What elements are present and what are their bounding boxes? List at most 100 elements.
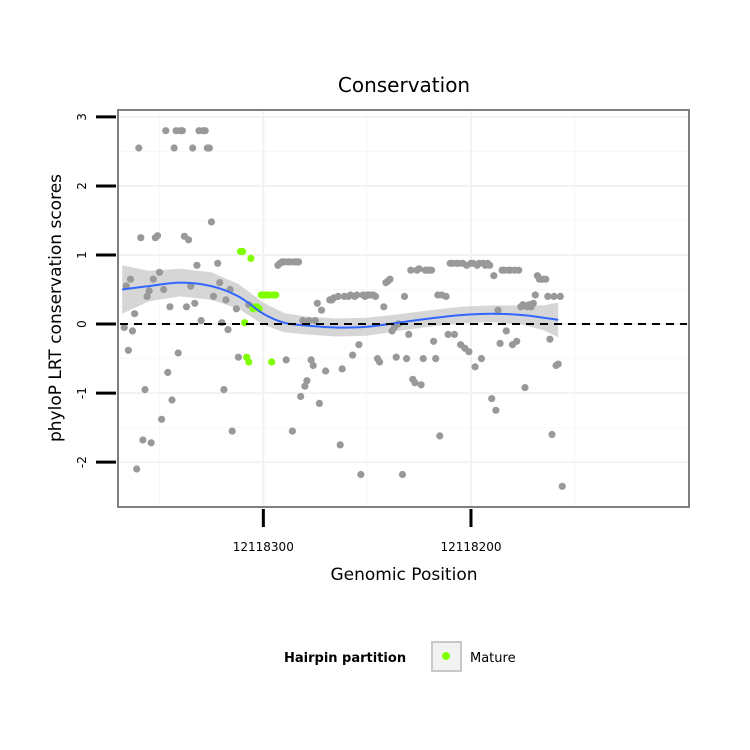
data-point xyxy=(170,144,178,152)
data-point xyxy=(220,386,228,394)
x-axis: 12118300 12118200 xyxy=(233,509,502,554)
data-point xyxy=(376,358,384,366)
data-point xyxy=(417,381,425,389)
data-point xyxy=(488,395,496,403)
data-point xyxy=(415,265,423,273)
y-tick-label: -2 xyxy=(75,456,89,468)
y-axis: 3 2 1 0 -1 -2 xyxy=(75,113,116,468)
data-point xyxy=(153,232,162,240)
data-point xyxy=(490,272,498,280)
data-point xyxy=(139,436,147,444)
data-point xyxy=(224,326,232,334)
data-point xyxy=(430,337,438,345)
data-point xyxy=(496,339,504,347)
data-point-mature xyxy=(239,247,247,256)
data-point xyxy=(141,386,149,394)
data-point xyxy=(158,415,166,423)
data-point xyxy=(197,317,205,325)
confidence-band-area xyxy=(122,265,559,338)
data-point xyxy=(282,356,290,364)
data-point xyxy=(322,367,330,375)
data-point xyxy=(513,337,521,345)
data-point xyxy=(502,327,510,335)
data-point xyxy=(411,379,419,387)
smooth-line xyxy=(122,281,559,329)
data-point xyxy=(521,384,529,392)
data-point xyxy=(299,317,307,325)
data-point xyxy=(133,465,141,473)
data-point xyxy=(531,291,539,299)
data-point xyxy=(228,427,236,435)
data-point xyxy=(145,287,153,295)
data-point xyxy=(432,355,440,363)
data-point xyxy=(529,299,537,307)
y-axis-label: phyloP LRT conservation scores xyxy=(46,174,66,442)
data-point xyxy=(442,292,450,300)
data-point xyxy=(174,349,182,357)
data-point xyxy=(218,319,226,327)
data-point xyxy=(554,360,562,368)
data-point xyxy=(313,299,321,307)
data-point xyxy=(548,430,556,439)
data-point xyxy=(162,127,170,135)
data-point xyxy=(380,303,388,311)
x-tick-label: 12118200 xyxy=(440,540,501,554)
data-point xyxy=(353,291,361,299)
smooth-trend-line xyxy=(122,281,559,329)
data-point xyxy=(120,323,128,332)
data-point xyxy=(386,275,394,283)
data-point xyxy=(207,218,215,226)
data-point xyxy=(160,285,168,294)
data-point xyxy=(515,266,523,274)
data-point xyxy=(550,292,558,300)
data-point xyxy=(492,406,500,414)
data-point xyxy=(301,382,309,390)
y-tick-label: 2 xyxy=(75,182,89,190)
data-point-mature xyxy=(245,358,253,366)
y-tick-label: 3 xyxy=(75,113,89,121)
data-point xyxy=(164,368,172,376)
data-point xyxy=(126,275,135,283)
data-point xyxy=(465,348,473,356)
y-tick-label: -1 xyxy=(75,387,89,399)
data-point xyxy=(214,259,222,267)
data-point xyxy=(193,261,201,269)
data-point xyxy=(558,482,566,490)
data-point xyxy=(135,144,143,152)
data-point xyxy=(334,292,342,300)
data-point xyxy=(131,310,139,318)
legend: Hairpin partition Mature xyxy=(284,641,516,672)
data-point xyxy=(178,127,186,135)
data-point xyxy=(436,432,444,440)
data-point xyxy=(355,341,363,349)
data-point xyxy=(234,353,242,361)
data-point xyxy=(311,317,319,325)
data-point xyxy=(403,355,411,363)
data-point xyxy=(392,353,400,361)
data-point xyxy=(147,439,155,447)
data-point xyxy=(166,303,174,311)
chart-title: Conservation xyxy=(338,73,470,97)
data-point xyxy=(427,266,436,274)
data-point xyxy=(307,356,315,364)
data-point xyxy=(477,355,485,363)
x-tick-label: 12118300 xyxy=(233,540,294,554)
data-point xyxy=(371,292,380,300)
data-point xyxy=(450,330,458,338)
legend-title: Hairpin partition xyxy=(284,651,406,666)
data-point xyxy=(405,330,413,338)
data-point-mature xyxy=(247,254,255,262)
data-point xyxy=(556,292,564,300)
data-point xyxy=(205,144,213,152)
data-point xyxy=(232,305,240,313)
data-point xyxy=(315,399,323,407)
data-point xyxy=(143,292,151,300)
data-point xyxy=(182,303,191,311)
data-point xyxy=(338,365,346,373)
data-point xyxy=(494,306,502,314)
data-point xyxy=(542,275,550,283)
plot-panel xyxy=(117,109,690,508)
data-point xyxy=(349,351,357,359)
data-point xyxy=(419,355,427,363)
